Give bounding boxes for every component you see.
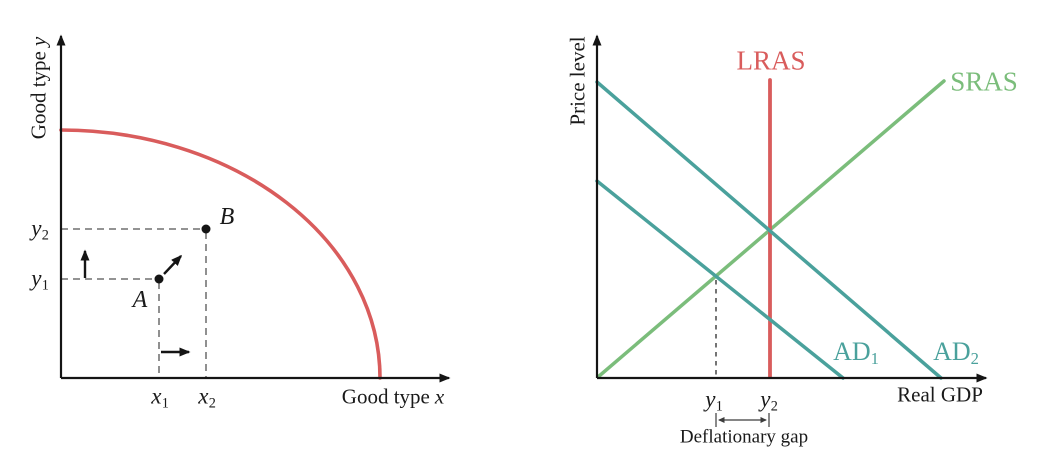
point-A-dot	[154, 274, 164, 284]
adas-plot	[592, 34, 988, 427]
x1-tick-label: x1	[151, 383, 169, 412]
ad2-line	[595, 80, 943, 380]
y1-tick-label: y1	[31, 265, 49, 294]
deflationary-gap-label: Deflationary gap	[679, 426, 809, 448]
left-x-axis-label-text: Good type	[341, 384, 430, 409]
point-A-label: A	[132, 287, 148, 313]
sras-label: SRAS	[950, 66, 1018, 97]
ad1-line	[595, 179, 845, 380]
ppf-curve	[59, 128, 382, 380]
x2-tick-label: x2	[198, 383, 216, 412]
left-y-axis-label: Good type y	[26, 36, 51, 140]
left-y-axis-label-var: y	[26, 36, 51, 47]
ad2-label: AD2	[933, 337, 979, 369]
right-y2-tick-label: y2	[760, 386, 778, 415]
ad1-label: AD1	[833, 337, 879, 369]
point-B-dot	[201, 224, 211, 234]
left-x-axis-label: Good type x	[341, 384, 445, 409]
lras-label: LRAS	[736, 45, 806, 76]
right-x-axis-label: Real GDP	[897, 382, 983, 407]
point-B-label: B	[219, 204, 235, 230]
arrow-A-toward-B	[163, 254, 183, 275]
right-y-axis-label: Price level	[565, 36, 590, 126]
y2-tick-label: y2	[31, 215, 49, 244]
left-x-axis-label-var: x	[434, 384, 445, 409]
left-y-axis-label-text: Good type	[26, 51, 51, 140]
ppf-plot	[56, 34, 451, 383]
right-y1-tick-label: y1	[705, 386, 723, 415]
deflationary-gap-marker	[715, 413, 770, 427]
